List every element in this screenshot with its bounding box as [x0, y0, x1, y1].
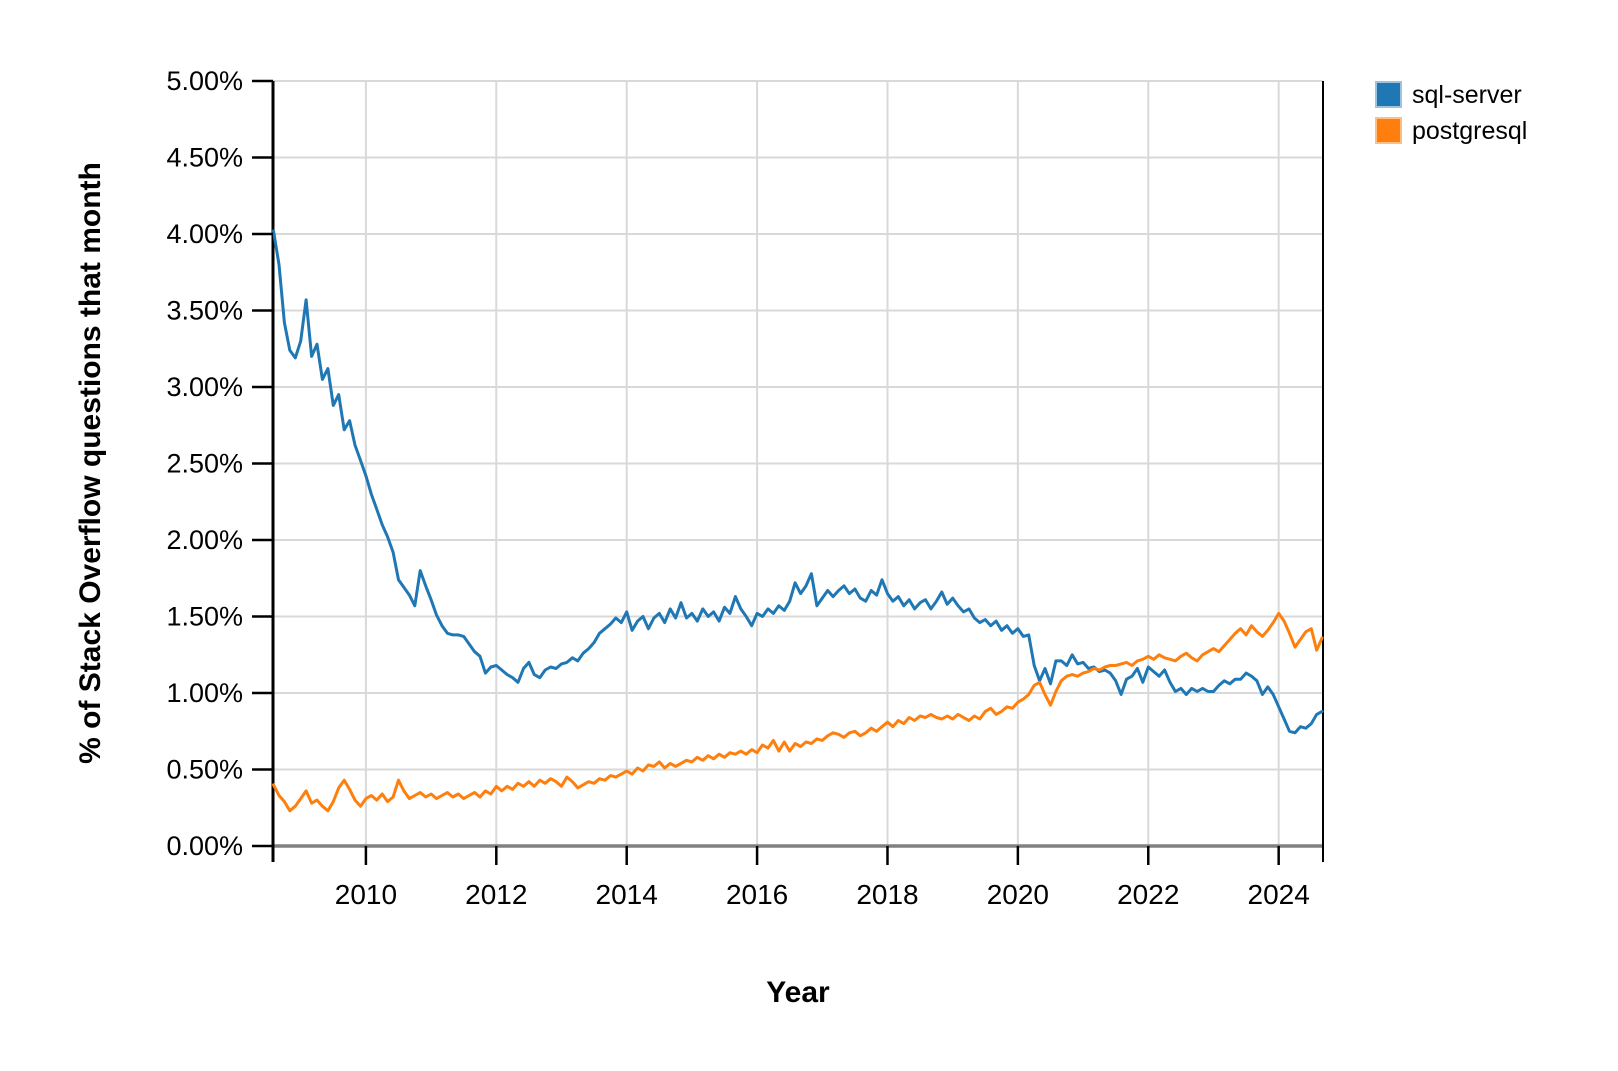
- y-axis-label: % of Stack Overflow questions that month: [74, 162, 107, 764]
- y-tick-label: 3.50%: [166, 296, 243, 326]
- legend-swatch-sql-server: [1375, 81, 1402, 108]
- y-tick-label: 2.50%: [166, 449, 243, 479]
- legend-label-postgresql: postgresql: [1412, 117, 1527, 145]
- x-tick-label: 2016: [726, 879, 788, 910]
- y-tick-label: 4.50%: [166, 143, 243, 173]
- x-tick-label: 2014: [596, 879, 658, 910]
- x-tick-label: 2010: [335, 879, 397, 910]
- series-line-postgresql: [272, 611, 1324, 813]
- x-tick-label: 2022: [1117, 879, 1179, 910]
- legend-swatch-postgresql: [1375, 117, 1402, 144]
- legend: sql-server postgresql: [1375, 81, 1527, 145]
- y-tick-label: 5.00%: [166, 66, 243, 96]
- x-tick-label: 2018: [856, 879, 918, 910]
- y-tick-label: 1.00%: [166, 678, 243, 708]
- y-tick-label: 0.50%: [166, 755, 243, 785]
- legend-label-sql-server: sql-server: [1412, 81, 1522, 109]
- y-tick-label: 1.50%: [166, 602, 243, 632]
- series-layer: [272, 229, 1324, 813]
- series-line-sql-server: [272, 229, 1324, 735]
- x-axis-label: Year: [766, 976, 830, 1009]
- tick-layer: 2010 2012 2014 2016 2018 2020 2022 2024 0.00% 0.5…: [166, 66, 1309, 910]
- x-tick-label: 2024: [1248, 879, 1310, 910]
- y-tick-label: 4.00%: [166, 219, 243, 249]
- y-tick-label: 2.00%: [166, 525, 243, 555]
- x-tick-label: 2012: [465, 879, 527, 910]
- y-tick-label: 0.00%: [166, 831, 243, 861]
- grid-layer: [273, 80, 1323, 846]
- x-tick-label: 2020: [987, 879, 1049, 910]
- y-tick-label: 3.00%: [166, 372, 243, 402]
